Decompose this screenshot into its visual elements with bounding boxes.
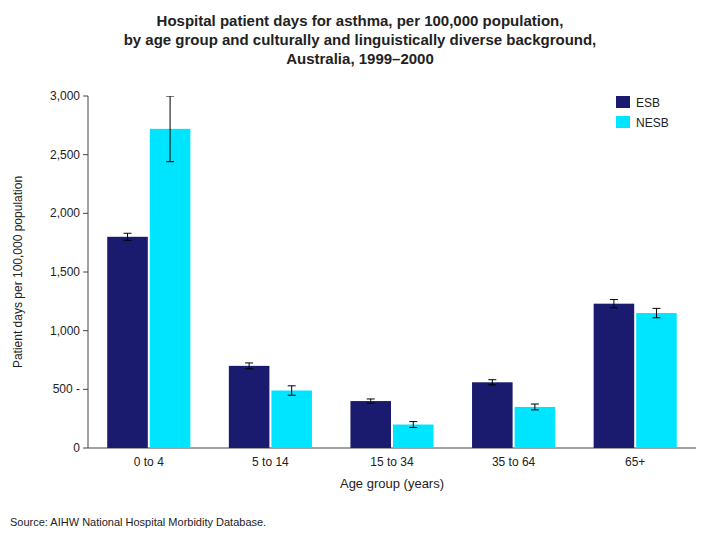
title-line: by age group and culturally and linguist… bbox=[124, 31, 597, 48]
y-tick-label: 2,000 bbox=[50, 206, 80, 220]
legend-swatch bbox=[616, 116, 630, 128]
y-axis-label: Patient days per 100,000 population bbox=[11, 176, 25, 368]
chart-container: Hospital patient days for asthma, per 10… bbox=[0, 0, 720, 540]
y-tick-label: 0 bbox=[73, 441, 80, 455]
error-bar bbox=[245, 363, 253, 369]
error-bar bbox=[488, 380, 496, 385]
bar bbox=[150, 129, 191, 448]
y-tick bbox=[83, 96, 88, 97]
bar bbox=[472, 382, 513, 448]
y-tick bbox=[83, 213, 88, 214]
legend: ESB NESB bbox=[616, 96, 669, 130]
y-tick bbox=[83, 272, 88, 273]
error-bar bbox=[409, 422, 417, 428]
error-bar bbox=[367, 399, 375, 403]
error-bar bbox=[124, 233, 132, 240]
x-tick-label: 0 to 4 bbox=[134, 455, 164, 469]
title-line: Australia, 1999–2000 bbox=[286, 50, 434, 67]
error-bar bbox=[288, 386, 296, 395]
y-tick-label: 1,000 bbox=[50, 324, 80, 338]
y-axis: 0 500 - 1,000 1,500 2,000 2,500 3,000 bbox=[50, 89, 88, 455]
x-axis: 0 to 4 5 to 14 15 to 34 35 to 64 65+ bbox=[88, 448, 696, 469]
series bbox=[150, 96, 677, 448]
bar bbox=[350, 401, 391, 448]
y-axis-line bbox=[88, 96, 89, 448]
legend-label: ESB bbox=[636, 96, 660, 110]
y-tick-label: 500 - bbox=[53, 382, 80, 396]
source-note: Source: AIHW National Hospital Morbidity… bbox=[10, 516, 266, 528]
title: Hospital patient days for asthma, per 10… bbox=[124, 12, 597, 67]
x-axis-label: Age group (years) bbox=[340, 476, 444, 491]
legend-label: NESB bbox=[636, 116, 669, 130]
y-tick-label: 2,500 bbox=[50, 148, 80, 162]
legend-swatch bbox=[616, 96, 630, 108]
bar bbox=[229, 366, 270, 448]
bar bbox=[636, 313, 677, 448]
error-bar bbox=[531, 404, 539, 410]
y-tick bbox=[83, 389, 88, 390]
error-bar bbox=[610, 300, 618, 308]
x-tick-label: 35 to 64 bbox=[492, 455, 536, 469]
bar bbox=[594, 304, 635, 448]
x-tick-label: 5 to 14 bbox=[252, 455, 289, 469]
bar bbox=[271, 391, 312, 448]
bar bbox=[107, 237, 148, 448]
y-tick-label: 3,000 bbox=[50, 89, 80, 103]
bar bbox=[515, 407, 556, 448]
bar bbox=[393, 425, 434, 448]
y-tick bbox=[83, 154, 88, 155]
y-tick-label: 1,500 bbox=[50, 265, 80, 279]
title-line: Hospital patient days for asthma, per 10… bbox=[157, 12, 564, 29]
x-tick-label: 65+ bbox=[625, 455, 645, 469]
y-tick bbox=[83, 330, 88, 331]
error-bar bbox=[652, 308, 660, 317]
y-tick bbox=[83, 448, 88, 449]
chart-svg: Hospital patient days for asthma, per 10… bbox=[0, 0, 720, 540]
x-tick-label: 15 to 34 bbox=[370, 455, 414, 469]
plot-area bbox=[107, 96, 677, 448]
error-bar bbox=[166, 96, 174, 162]
